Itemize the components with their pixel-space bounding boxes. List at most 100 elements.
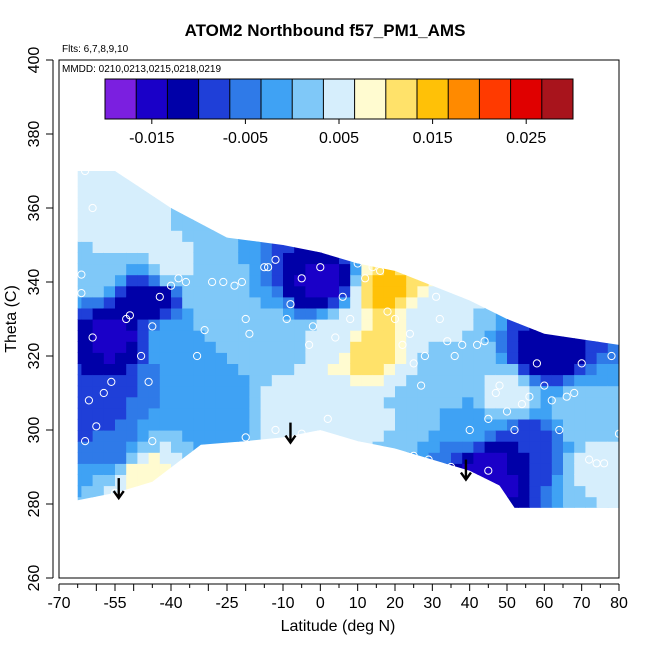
dates-annotation: MMDD: 0210,0213,0215,0218,0219 (62, 64, 221, 75)
heat-cell (395, 363, 407, 376)
heat-cell (316, 418, 329, 431)
sample-point (361, 274, 370, 283)
sample-point (420, 351, 429, 361)
heat-cell (395, 274, 407, 287)
heat-cell (171, 430, 183, 442)
heat-cell (507, 396, 519, 409)
heat-cell (77, 363, 82, 376)
y-axis: 260 280 300 320 340 360 380 400 (26, 47, 54, 591)
heat-cell (271, 341, 284, 353)
heat-cell (529, 407, 542, 420)
heat-cell (350, 418, 362, 431)
heat-cell (439, 363, 452, 376)
heat-cell (316, 363, 329, 376)
heat-cell (327, 418, 340, 431)
heat-cell (495, 352, 508, 364)
heat-cell (529, 363, 542, 376)
heat-cell (215, 319, 228, 331)
heat-cell (81, 452, 94, 464)
heat-cell (227, 263, 239, 276)
heat-cell (406, 307, 418, 320)
heat-cell (193, 285, 206, 298)
x-tick-label: 80 (610, 595, 628, 612)
heat-cell (551, 463, 564, 475)
colorbar-segment (136, 79, 168, 119)
heat-cell (159, 274, 172, 287)
heat-cell (607, 485, 619, 498)
heat-cell (417, 430, 430, 442)
heat-cell (495, 407, 508, 420)
heat-cell (305, 319, 318, 331)
heat-cell (563, 452, 575, 464)
heat-cell (227, 341, 239, 353)
heat-cell (283, 374, 295, 387)
heat-cell (182, 352, 194, 364)
heat-cell (227, 285, 239, 298)
heat-cell (585, 418, 598, 431)
heat-cell (92, 418, 105, 431)
heat-cell (283, 352, 295, 364)
heat-cell (92, 296, 105, 309)
heat-cell (227, 418, 239, 431)
heat-cell (473, 352, 486, 364)
heat-cell (395, 418, 407, 431)
heat-cell (148, 319, 161, 331)
heat-cell (607, 418, 619, 431)
heat-cell (182, 396, 194, 409)
heat-cell (563, 352, 575, 364)
heat-cell (439, 330, 452, 342)
heat-cell (585, 341, 598, 353)
heat-cell (417, 330, 430, 342)
heat-cell (92, 485, 105, 498)
heat-cell (484, 407, 497, 420)
heat-cell (171, 341, 183, 353)
heat-cell (77, 418, 82, 431)
heat-cell (585, 452, 598, 464)
heat-cell (103, 441, 116, 453)
heat-cell (92, 352, 105, 364)
heat-cell (204, 396, 217, 409)
heat-cell (283, 407, 295, 420)
heat-cell (215, 252, 228, 265)
heat-cell (283, 385, 295, 398)
heat-cell (361, 430, 374, 442)
heat-cell (260, 330, 273, 342)
heat-cell (305, 330, 318, 342)
heat-cell (484, 341, 497, 353)
heat-cell (305, 307, 318, 320)
heat-cell (271, 374, 284, 387)
heat-cell (428, 430, 441, 442)
heat-cell (439, 385, 452, 398)
heat-cell (406, 363, 418, 376)
heat-cell (137, 252, 150, 265)
heat-cell (529, 385, 542, 398)
heat-cell (126, 196, 138, 209)
heat-cell (518, 407, 530, 420)
heat-cell (260, 385, 273, 398)
heat-cell (92, 274, 105, 287)
heat-cell (148, 230, 161, 242)
heat-cell (462, 307, 474, 320)
y-axis-label: Theta (C) (3, 285, 20, 353)
heat-cell (417, 341, 430, 353)
x-tick-label: 10 (349, 595, 367, 612)
heat-cell (294, 352, 306, 364)
heat-cell (115, 374, 127, 387)
heat-cell (607, 441, 619, 453)
heat-cell (193, 296, 206, 309)
heat-cell (260, 352, 273, 364)
heat-cell (159, 430, 172, 442)
heat-cell (361, 385, 374, 398)
heat-cell (115, 230, 127, 242)
heat-cell (159, 385, 172, 398)
heat-cell (451, 330, 463, 342)
heat-cell (596, 374, 609, 387)
heat-cell (428, 396, 441, 409)
heat-cell (77, 441, 82, 453)
heat-cell (283, 319, 295, 331)
heat-cell (327, 363, 340, 376)
heat-cell (350, 407, 362, 420)
heat-cell (193, 430, 206, 442)
heat-cell (92, 252, 105, 265)
heat-cell (484, 396, 497, 409)
